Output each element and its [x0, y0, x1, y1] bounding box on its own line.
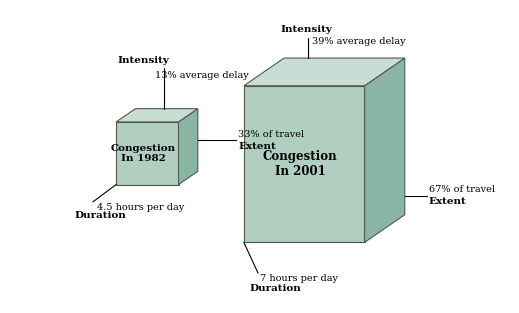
- Polygon shape: [116, 122, 179, 185]
- Polygon shape: [116, 109, 198, 122]
- Polygon shape: [244, 58, 405, 86]
- Text: Congestion
In 2001: Congestion In 2001: [263, 150, 337, 178]
- Text: 39% average delay: 39% average delay: [312, 37, 406, 46]
- Polygon shape: [244, 86, 364, 243]
- Text: Intensity: Intensity: [117, 56, 169, 65]
- Text: Duration: Duration: [250, 284, 302, 293]
- Polygon shape: [179, 109, 198, 185]
- Text: 33% of travel: 33% of travel: [238, 130, 304, 139]
- Text: 13% average delay: 13% average delay: [156, 71, 249, 80]
- Text: Intensity: Intensity: [280, 25, 332, 34]
- Text: 7 hours per day: 7 hours per day: [260, 274, 338, 283]
- Text: Duration: Duration: [75, 212, 127, 220]
- Text: Extent: Extent: [238, 142, 276, 151]
- Polygon shape: [364, 58, 405, 243]
- Text: Congestion
In 1982: Congestion In 1982: [111, 144, 176, 163]
- Text: 4.5 hours per day: 4.5 hours per day: [97, 203, 184, 212]
- Text: 67% of travel: 67% of travel: [429, 185, 495, 194]
- Text: Extent: Extent: [429, 197, 467, 206]
